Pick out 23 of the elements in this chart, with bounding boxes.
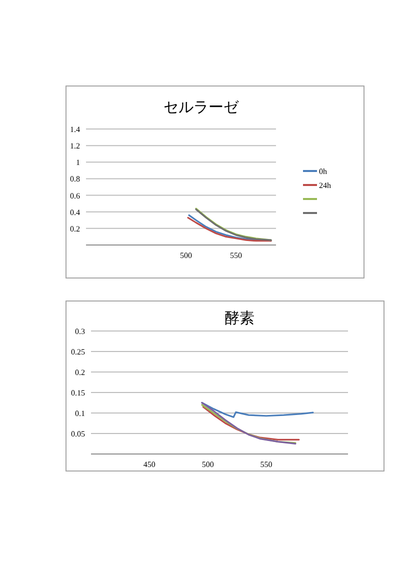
chart-title: セルラーゼ: [164, 100, 240, 116]
y-tick-label: 0.6: [70, 191, 80, 200]
y-tick-label: 1.4: [70, 125, 80, 134]
line-series: [201, 402, 314, 418]
x-tick-label: 500: [180, 251, 192, 260]
y-tick-label: 0.3: [75, 327, 85, 336]
y-tick-label: 0.15: [71, 388, 85, 398]
y-tick-label: 1: [76, 158, 80, 168]
chart-title: 酵素: [224, 310, 254, 327]
y-tick-label: 0.2: [75, 368, 85, 377]
y-tick-label: 0.8: [70, 174, 80, 184]
legend-label: 24h: [319, 181, 331, 190]
y-tick-label: 0.4: [70, 208, 80, 217]
x-tick-label: 450: [143, 460, 156, 469]
y-tick-label: 0.05: [71, 430, 85, 438]
y-tick-label: 0.2: [70, 224, 80, 234]
x-tick-label: 500: [202, 460, 214, 469]
y-tick-label: 0.25: [71, 348, 85, 356]
y-tick-label: 1.2: [70, 142, 80, 151]
x-tick-label: 550: [230, 251, 242, 260]
y-tick-label: 0.1: [75, 409, 85, 418]
x-tick-label: 550: [260, 460, 272, 469]
legend-label: 0h: [319, 167, 327, 176]
